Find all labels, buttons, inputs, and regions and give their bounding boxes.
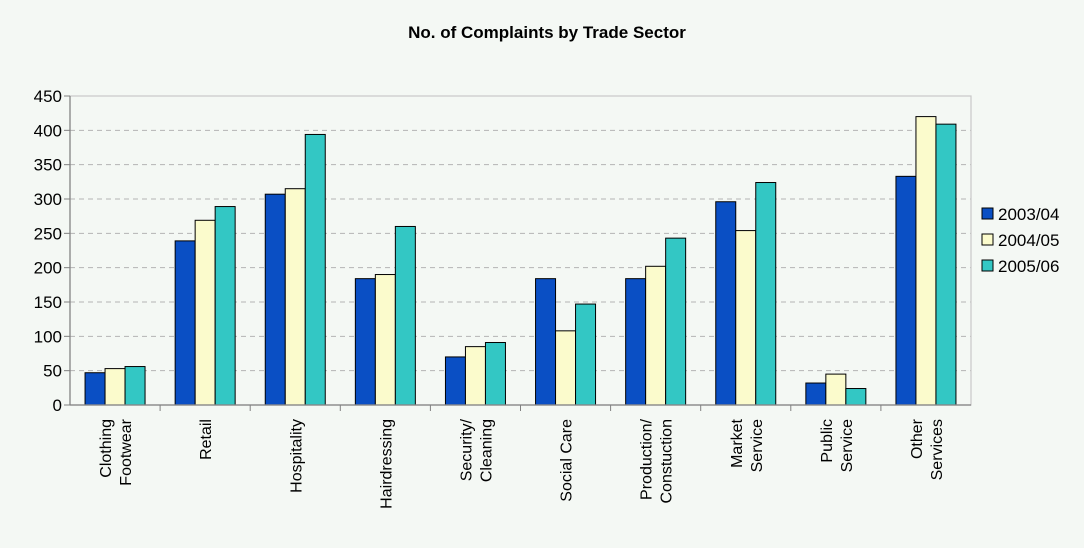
axes bbox=[64, 95, 972, 411]
bar-2003-04 bbox=[84, 372, 106, 406]
bar-2005-06 bbox=[845, 388, 867, 406]
bar-2003-04 bbox=[444, 356, 466, 406]
y-tick-label: 50 bbox=[43, 362, 62, 381]
x-tick-label: Service bbox=[749, 419, 766, 472]
y-tick-label: 0 bbox=[53, 396, 62, 415]
bar-2004-05 bbox=[735, 230, 757, 406]
y-tick-label: 200 bbox=[34, 259, 62, 278]
x-tick-label: Security/ bbox=[458, 418, 475, 481]
x-tick-label: Market bbox=[729, 418, 746, 467]
y-tick-label: 300 bbox=[34, 190, 62, 209]
bar-2005-06 bbox=[124, 366, 146, 406]
bar-2004-05 bbox=[555, 330, 577, 406]
gridlines bbox=[70, 129, 971, 372]
y-tick-label: 100 bbox=[34, 327, 62, 346]
legend-swatch bbox=[981, 259, 994, 272]
bar-2003-04 bbox=[805, 382, 827, 406]
legend: 2003/04 2004/05 2005/06 bbox=[981, 205, 1059, 276]
y-tick-label: 450 bbox=[34, 87, 62, 106]
x-tick-label: Hospitality bbox=[288, 419, 305, 493]
bar-2004-05 bbox=[284, 188, 306, 406]
x-tick-label: Hairdressing bbox=[378, 419, 395, 509]
x-tick-label: Service bbox=[839, 419, 856, 472]
bar-2005-06 bbox=[214, 206, 236, 406]
x-tick-label: Production/ bbox=[639, 418, 656, 499]
x-tick-labels: Clothing Footwear Retail Hospitality Hairdre… bbox=[98, 418, 946, 508]
y-tick-label: 250 bbox=[34, 224, 62, 243]
bar-2004-05 bbox=[825, 373, 847, 406]
x-tick-label: Cleaning bbox=[478, 419, 495, 482]
legend-swatch bbox=[981, 233, 994, 246]
bar-2003-04 bbox=[174, 240, 196, 406]
x-tick-label: Public bbox=[819, 419, 836, 463]
y-tick-label: 400 bbox=[34, 121, 62, 140]
bar-2004-05 bbox=[464, 346, 486, 406]
legend-label: 2003/04 bbox=[998, 205, 1059, 224]
bar-2003-04 bbox=[895, 175, 917, 406]
y-tick-labels: 0 50 100 150 200 250 300 350 400 450 bbox=[34, 87, 62, 415]
bar-2003-04 bbox=[535, 278, 557, 406]
y-tick-label: 150 bbox=[34, 293, 62, 312]
bar-2004-05 bbox=[915, 116, 937, 406]
bar-2005-06 bbox=[484, 342, 506, 406]
chart-title: No. of Complaints by Trade Sector bbox=[408, 23, 686, 42]
bar-2004-05 bbox=[645, 265, 667, 406]
bar-2004-05 bbox=[194, 219, 216, 406]
bar-2004-05 bbox=[374, 274, 396, 406]
bars bbox=[84, 116, 957, 406]
y-tick-label: 350 bbox=[34, 156, 62, 175]
bar-2005-06 bbox=[935, 123, 957, 406]
x-tick-label: Footwear bbox=[118, 418, 135, 485]
bar-2005-06 bbox=[575, 303, 597, 406]
bar-2005-06 bbox=[394, 225, 416, 406]
x-tick-label: Constuction bbox=[659, 419, 676, 504]
legend-label: 2004/05 bbox=[998, 231, 1059, 250]
bar-2003-04 bbox=[715, 201, 737, 406]
legend-swatch bbox=[981, 207, 994, 220]
bar-2005-06 bbox=[755, 182, 777, 406]
x-tick-label: Retail bbox=[198, 419, 215, 460]
x-tick-label: Services bbox=[929, 419, 946, 480]
x-tick-label: Clothing bbox=[98, 419, 115, 478]
bar-2003-04 bbox=[625, 278, 647, 406]
x-tick-label: Social Care bbox=[559, 419, 576, 502]
bar-2003-04 bbox=[264, 193, 286, 406]
bar-2005-06 bbox=[665, 237, 687, 406]
bar-2004-05 bbox=[104, 368, 126, 406]
x-tick-label: Other bbox=[909, 418, 926, 459]
bar-2003-04 bbox=[354, 278, 376, 406]
legend-label: 2005/06 bbox=[998, 257, 1059, 276]
bar-2005-06 bbox=[304, 133, 326, 406]
